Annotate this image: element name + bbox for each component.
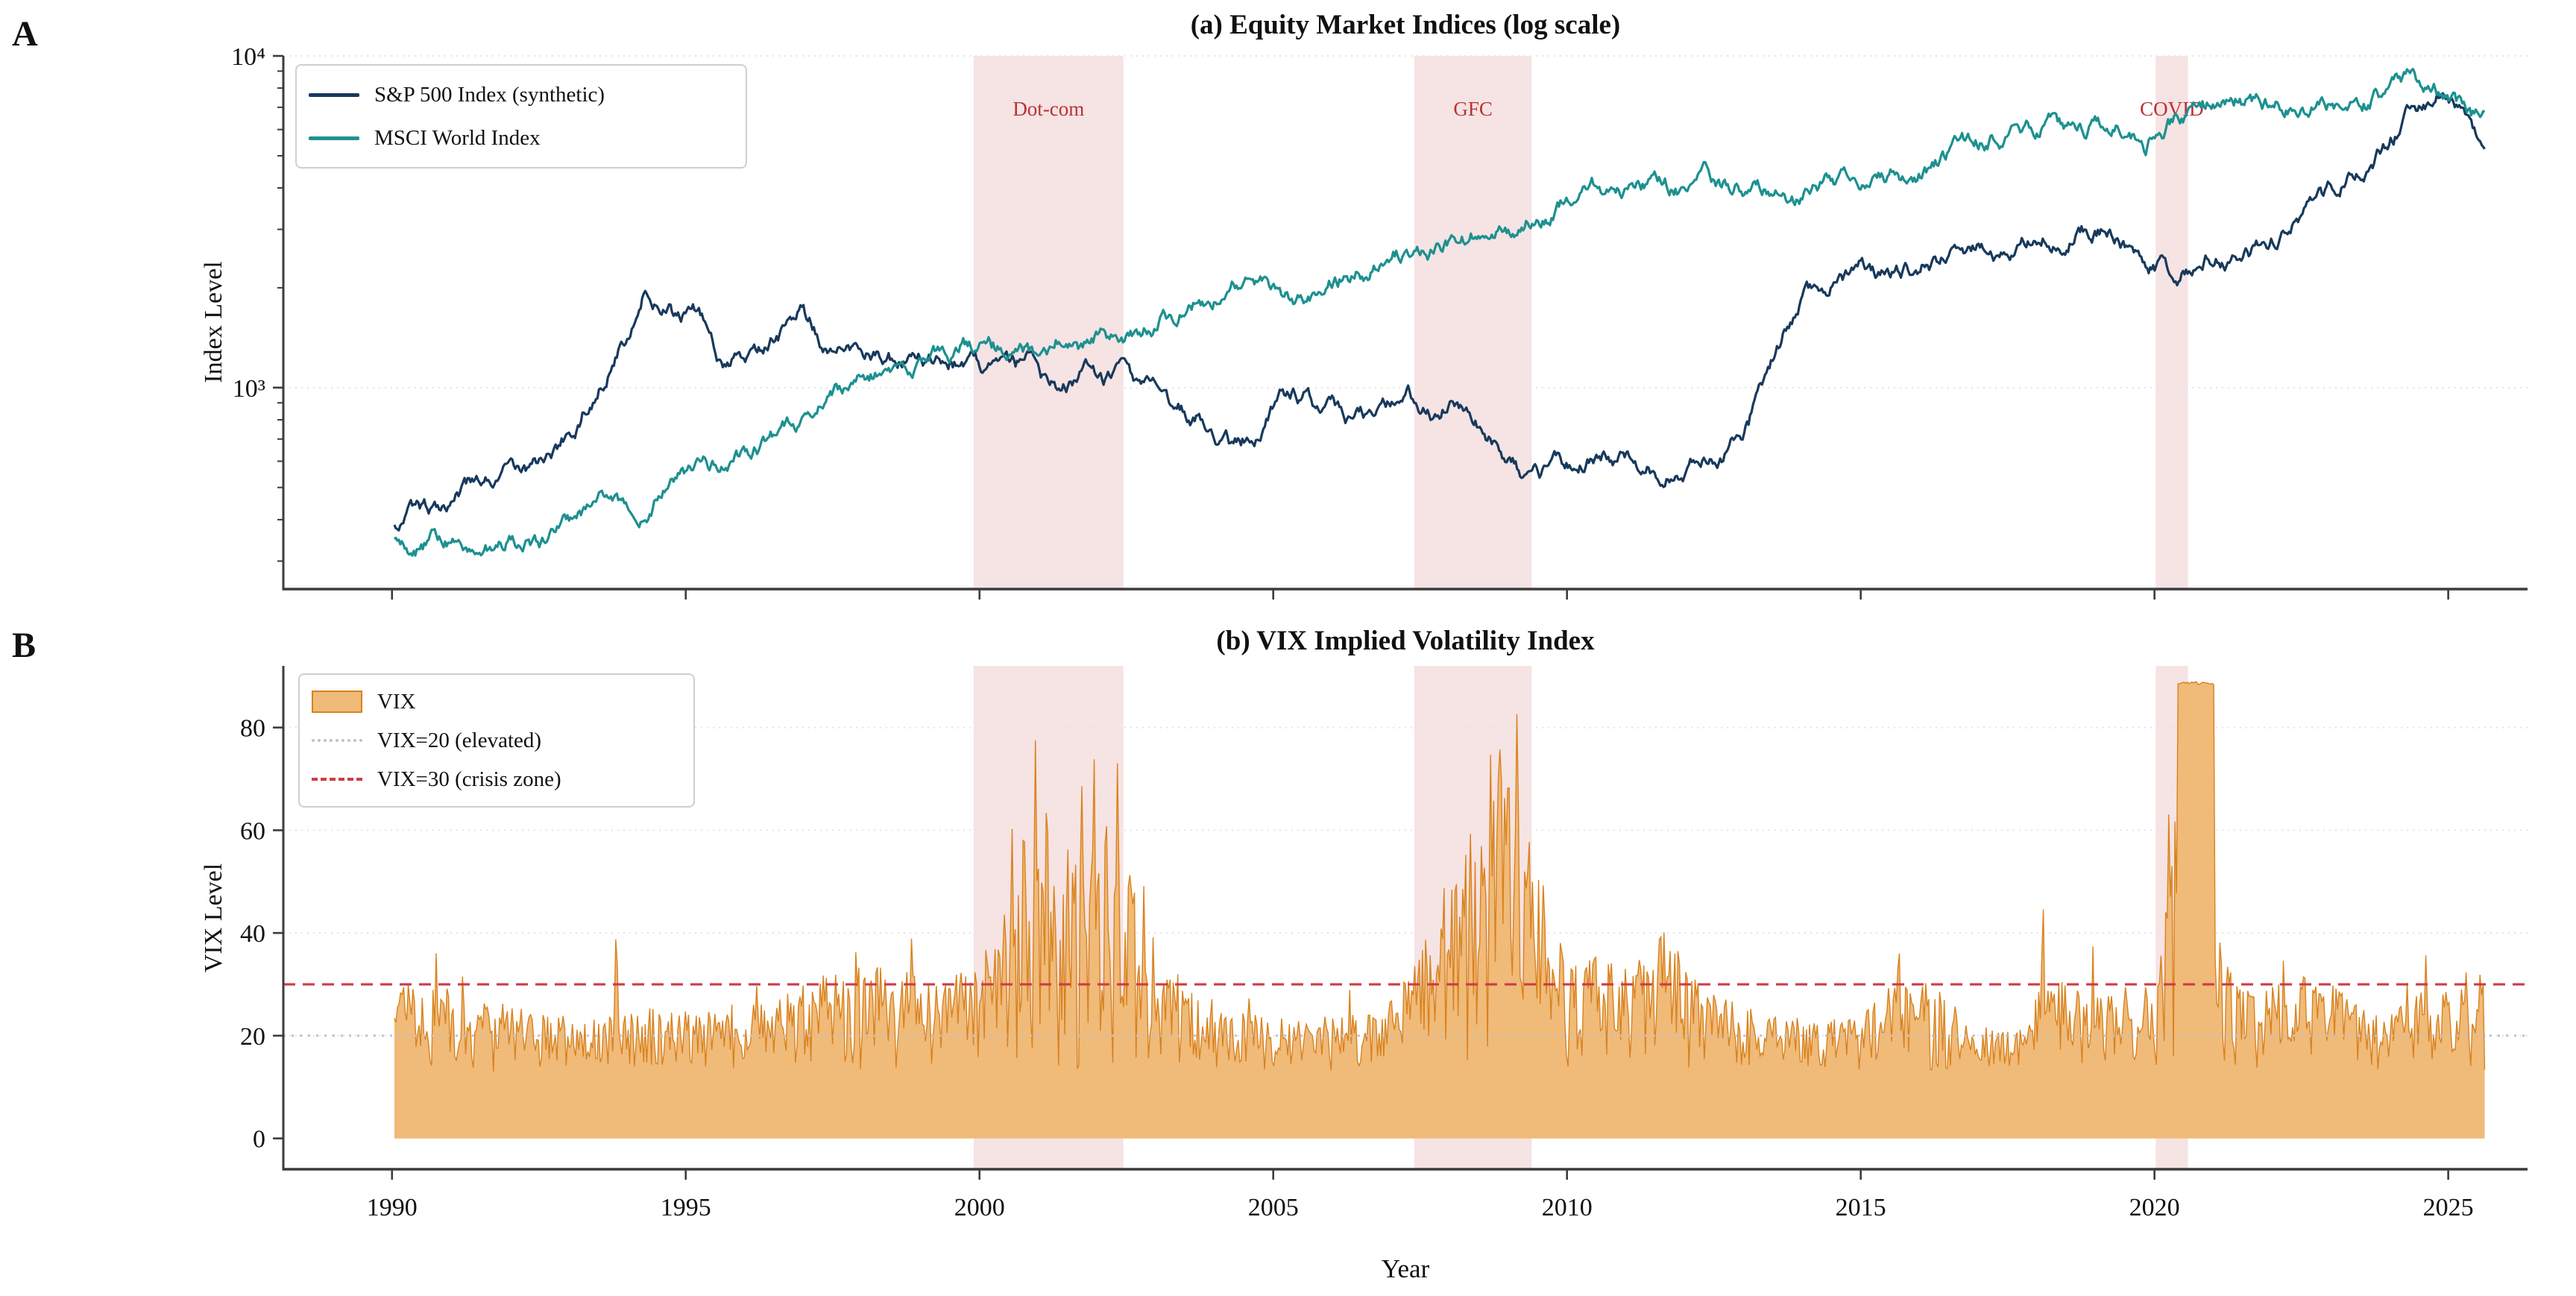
- x-tick-label: 2025: [2423, 1194, 2474, 1221]
- x-tick-label: 2020: [2129, 1194, 2180, 1221]
- x-tick-label: 2005: [1248, 1194, 1299, 1221]
- x-axis-label: Year: [1381, 1254, 1430, 1283]
- legend-item-msci: MSCI World Index: [309, 119, 726, 157]
- msci-line: [393, 68, 2486, 557]
- crisis-band: [2155, 56, 2188, 589]
- x-tick-label: 1990: [367, 1194, 418, 1221]
- vix-patch-sample: [312, 691, 362, 713]
- x-tick-label: 2010: [1542, 1194, 1593, 1221]
- y-tick-label: 10³: [233, 375, 265, 403]
- legend-label-vix: VIX: [377, 689, 416, 714]
- crisis-band-label: COVID: [2140, 98, 2204, 120]
- y-tick-label: 40: [240, 920, 265, 948]
- panel-b-title: (b) VIX Implied Volatility Index: [1216, 626, 1595, 656]
- msci-line-sample: [309, 136, 359, 140]
- panel-b-corner-label: B: [12, 626, 37, 665]
- crisis-band-label: GFC: [1453, 98, 1493, 120]
- legend-item-sp500: S&P 500 Index (synthetic): [309, 76, 726, 113]
- panel-b-y-axis-label: VIX Level: [200, 863, 227, 973]
- vix20-line-sample: [312, 739, 362, 742]
- panel-b-legend: VIX VIX=20 (elevated) VIX=30 (crisis zon…: [298, 673, 695, 808]
- y-tick-label: 80: [240, 715, 265, 743]
- legend-label-vix20: VIX=20 (elevated): [377, 728, 542, 752]
- sp500-line: [393, 92, 2486, 532]
- y-tick-label: 20: [240, 1023, 265, 1051]
- y-tick-label: 10⁴: [231, 43, 265, 71]
- x-tick-label: 2000: [954, 1194, 1005, 1221]
- y-tick-label: 60: [240, 817, 265, 845]
- legend-item-vix30: VIX=30 (crisis zone): [312, 761, 674, 797]
- y-tick-label: 0: [253, 1126, 265, 1154]
- legend-label-sp500: S&P 500 Index (synthetic): [374, 82, 605, 107]
- legend-label-msci: MSCI World Index: [374, 125, 541, 150]
- vix-area-outline: [394, 681, 2486, 1072]
- crisis-band-label: Dot-com: [1013, 98, 1084, 120]
- panel-a-y-axis-label: Index Level: [200, 261, 227, 383]
- legend-item-vix: VIX: [312, 684, 674, 720]
- legend-item-vix20: VIX=20 (elevated): [312, 723, 674, 758]
- panel-a-corner-label: A: [12, 14, 38, 54]
- panel-a-title: (a) Equity Market Indices (log scale): [1190, 10, 1621, 40]
- crisis-band: [973, 56, 1124, 589]
- x-tick-label: 1995: [661, 1194, 711, 1221]
- sp500-line-sample: [309, 92, 359, 97]
- crisis-band: [1414, 56, 1532, 589]
- x-tick-label: 2015: [1836, 1194, 1886, 1221]
- panel-a-legend: S&P 500 Index (synthetic) MSCI World Ind…: [295, 64, 747, 169]
- legend-label-vix30: VIX=30 (crisis zone): [377, 767, 561, 791]
- vix-area: [394, 682, 2485, 1139]
- vix30-line-sample: [312, 778, 362, 781]
